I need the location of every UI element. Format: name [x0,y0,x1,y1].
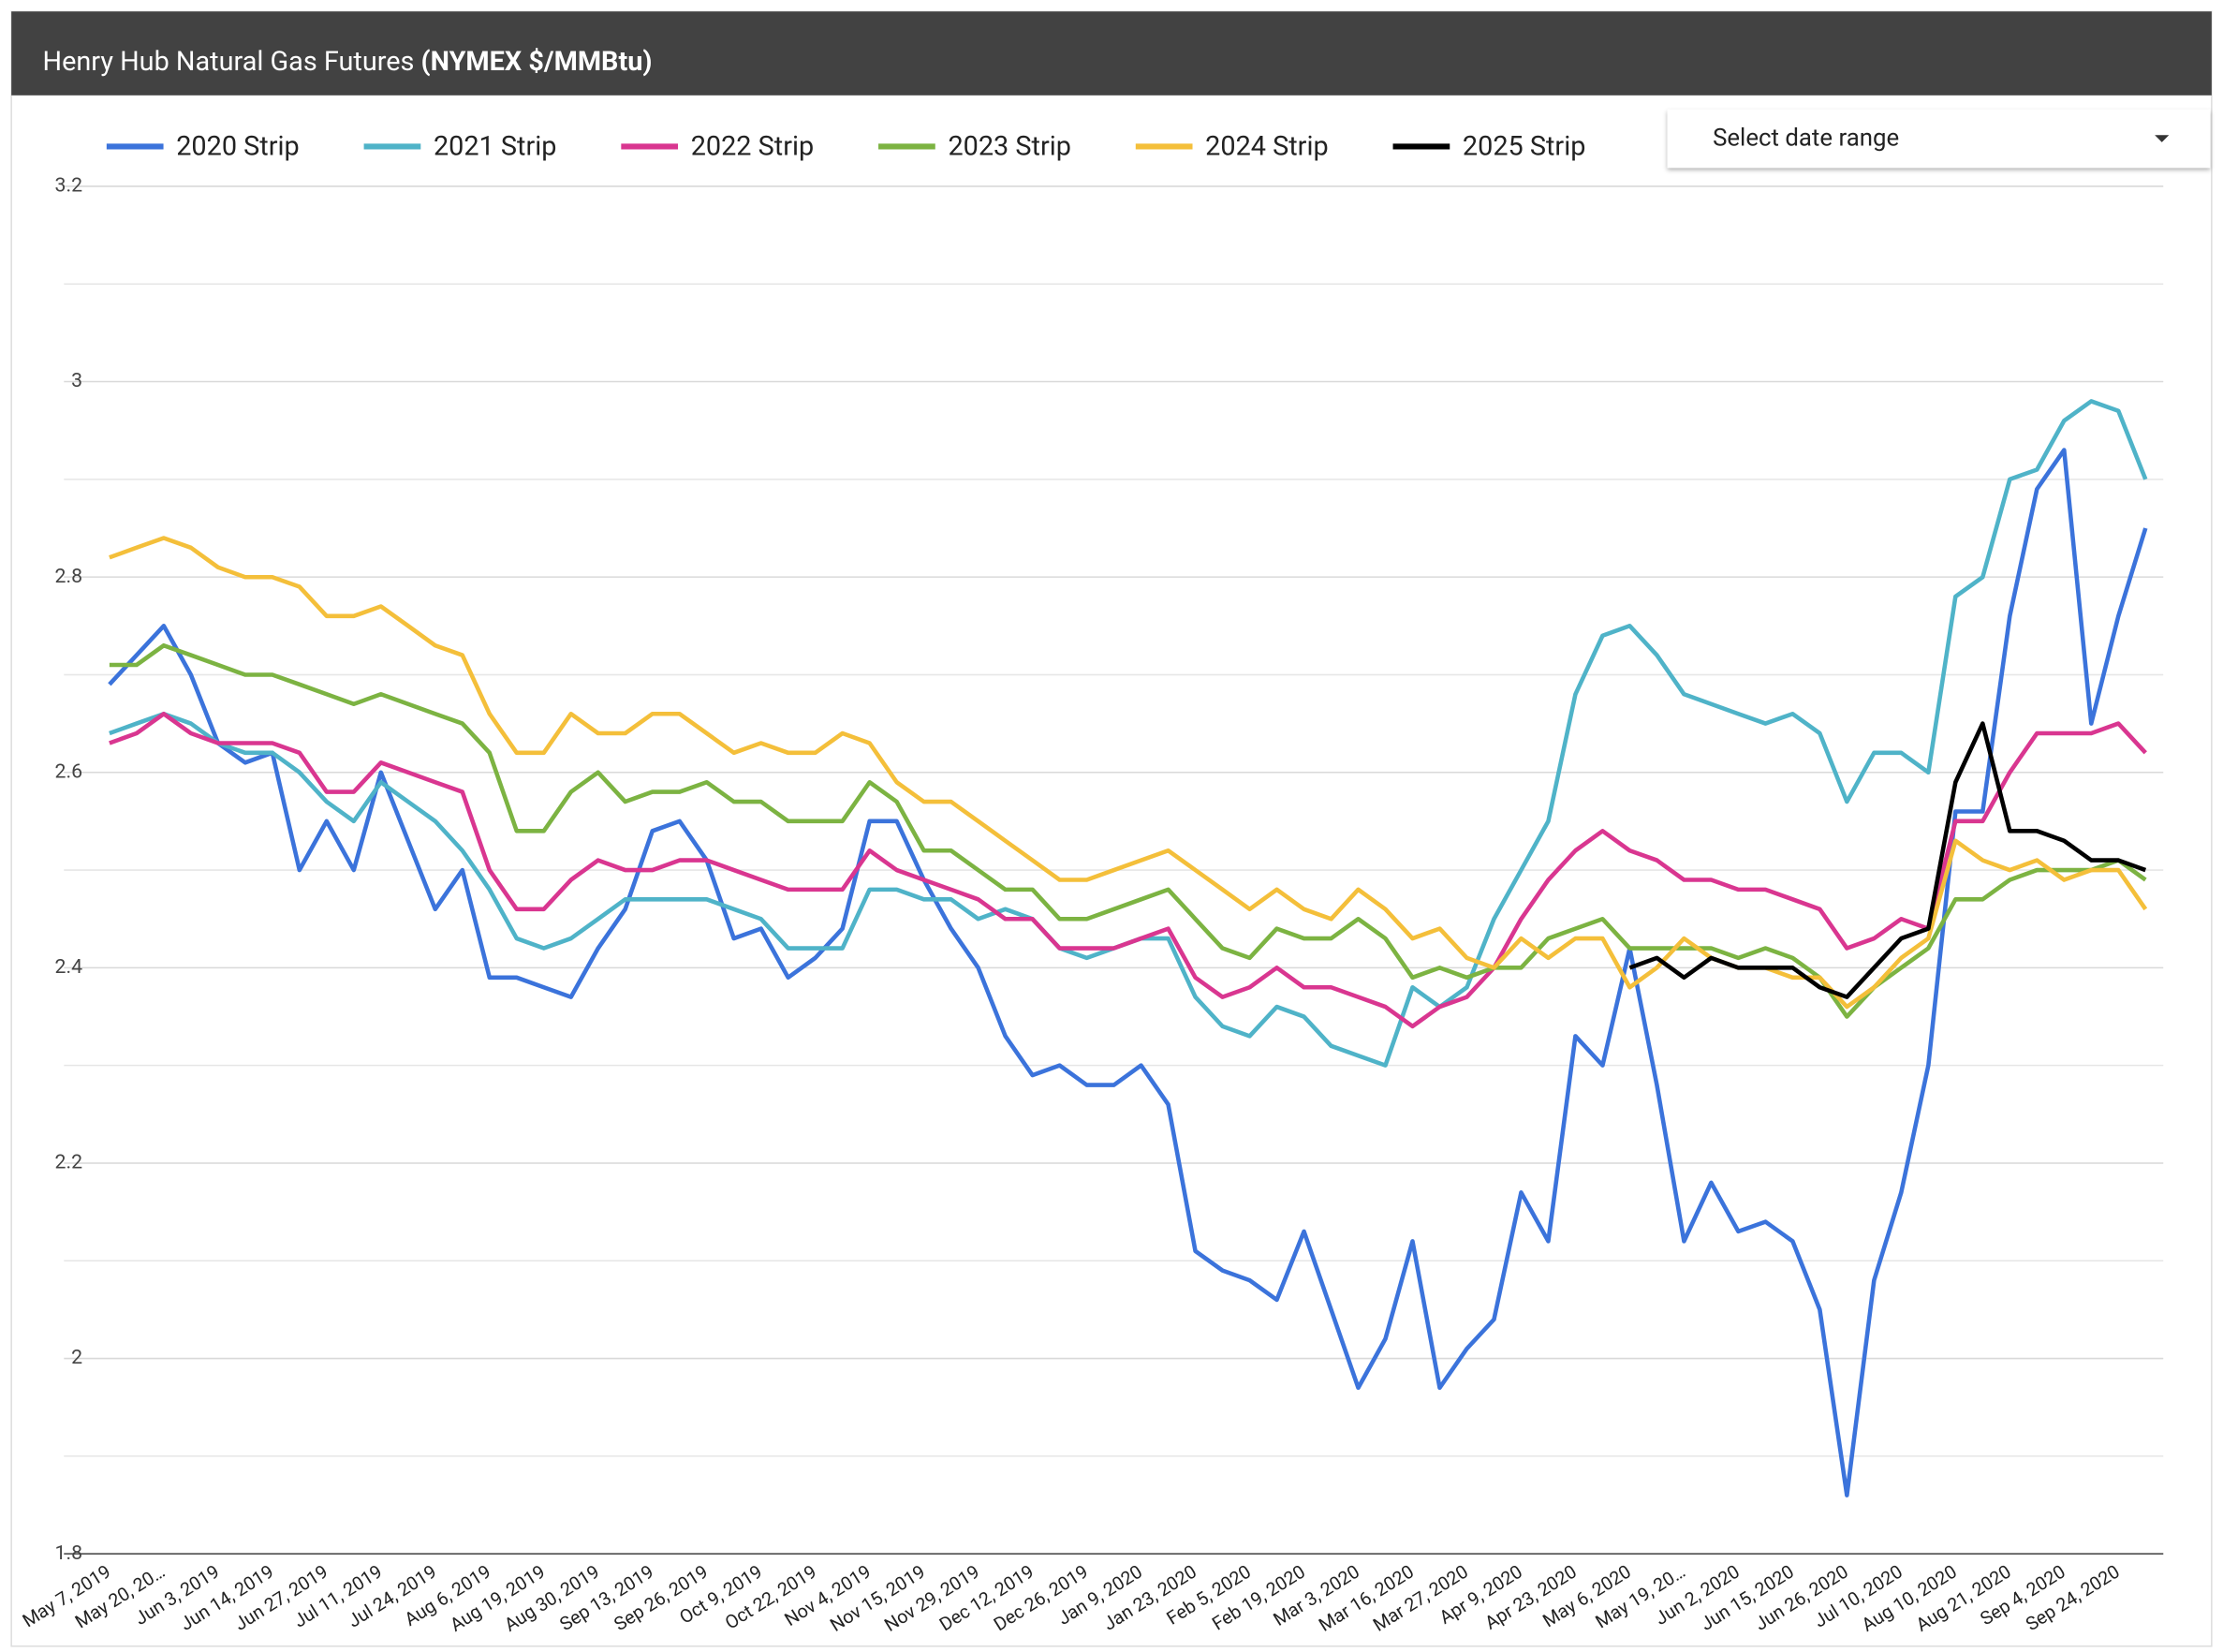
title-text: Henry Hub Natural Gas Futures [43,46,415,78]
dropdown-label[interactable]: Select date range [1713,125,1899,153]
series-line [109,711,2147,1029]
y-tick-label: 2 [71,1346,82,1369]
legend-label: 2022 Strip [691,131,814,163]
series-line [109,642,2147,1019]
y-tick-label: 2.4 [55,955,83,979]
y-tick-label: 2.2 [55,1151,83,1174]
chart-title: Henry Hub Natural Gas Futures (NYMEX $/M… [43,46,653,78]
legend-label: 2020 Strip [176,131,299,163]
series-line [1628,721,2147,999]
y-tick-label: 3 [71,369,82,392]
y-tick-label: 3.2 [55,174,83,198]
card [10,10,2213,1647]
y-tick-label: 2.8 [55,565,82,588]
grid [64,185,2164,1555]
y-tick-label: 2.6 [55,760,82,783]
legend: 2020 Strip 2021 Strip 2022 Strip 2023 Strip… [106,131,1585,163]
date-range-control[interactable]: Select date range [1667,109,2211,169]
title-units: (NYMEX $/MMBtu) [421,46,653,78]
lines [108,399,2148,1497]
series-line [108,448,2148,1497]
dropdown-box[interactable] [1667,109,2211,169]
legend-label: 2021 Strip [434,131,556,163]
legend-label: 2023 Strip [948,131,1070,163]
y-tick-label: 1.8 [55,1541,82,1565]
header-bar [11,11,2212,96]
dropdown-arrow[interactable] [2155,135,2170,142]
legend-label: 2024 Strip [1205,131,1328,163]
legend-label: 2025 Strip [1463,131,1585,163]
